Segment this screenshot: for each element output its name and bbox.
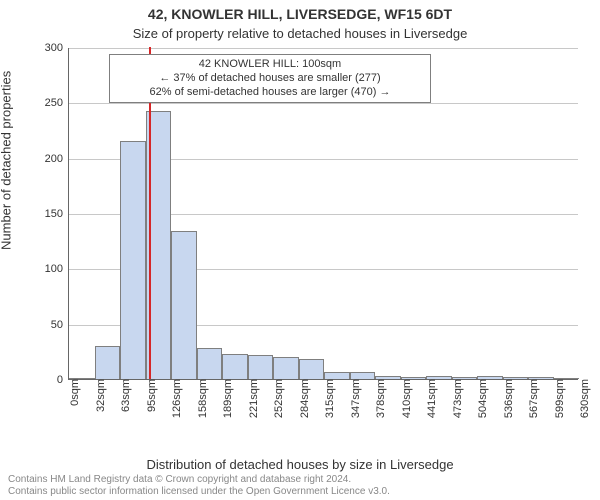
x-tick-label: 189sqm — [220, 379, 234, 418]
x-tick-label: 410sqm — [399, 379, 413, 418]
histogram-bar — [171, 231, 197, 379]
y-tick-label: 50 — [51, 319, 69, 331]
footer-line-1: Contains HM Land Registry data © Crown c… — [8, 474, 592, 486]
annotation-line: 42 KNOWLER HILL: 100sqm — [116, 58, 424, 72]
annotation-line: ← 37% of detached houses are smaller (27… — [116, 72, 424, 86]
footer-line-2: Contains public sector information licen… — [8, 486, 592, 498]
y-tick-label: 100 — [45, 263, 69, 275]
histogram-bar — [248, 355, 274, 379]
x-tick-label: 95sqm — [144, 379, 158, 412]
x-tick-label: 315sqm — [322, 379, 336, 418]
histogram-bar — [324, 372, 350, 379]
x-tick-label: 284sqm — [297, 379, 311, 418]
histogram-bar — [120, 141, 146, 379]
x-tick-label: 567sqm — [526, 379, 540, 418]
x-tick-label: 32sqm — [93, 379, 107, 412]
x-axis-label: Distribution of detached houses by size … — [0, 457, 600, 472]
x-tick-label: 126sqm — [169, 379, 183, 418]
y-tick-label: 150 — [45, 208, 69, 220]
x-tick-label: 599sqm — [552, 379, 566, 418]
property-size-chart: 42, KNOWLER HILL, LIVERSEDGE, WF15 6DT S… — [0, 0, 600, 500]
x-tick-label: 630sqm — [577, 379, 591, 418]
histogram-bar — [222, 354, 248, 379]
y-axis-label: Number of detached properties — [0, 71, 14, 250]
histogram-bar — [95, 346, 121, 379]
histogram-bar — [197, 348, 223, 379]
x-tick-label: 0sqm — [67, 379, 81, 406]
histogram-bar — [299, 359, 325, 379]
x-tick-label: 63sqm — [118, 379, 132, 412]
x-tick-label: 158sqm — [195, 379, 209, 418]
chart-title: 42, KNOWLER HILL, LIVERSEDGE, WF15 6DT — [0, 6, 600, 22]
annotation-line: 62% of semi-detached houses are larger (… — [116, 86, 424, 100]
plot-area: 0501001502002503000sqm32sqm63sqm95sqm126… — [68, 48, 578, 380]
x-tick-label: 441sqm — [424, 379, 438, 418]
y-tick-label: 200 — [45, 153, 69, 165]
y-tick-label: 300 — [45, 42, 69, 54]
histogram-bar — [350, 372, 376, 379]
gridline — [69, 48, 578, 49]
x-tick-label: 347sqm — [348, 379, 362, 418]
x-tick-label: 536sqm — [501, 379, 515, 418]
x-tick-label: 221sqm — [246, 379, 260, 418]
y-tick-label: 250 — [45, 97, 69, 109]
chart-footer: Contains HM Land Registry data © Crown c… — [8, 474, 592, 498]
chart-subtitle: Size of property relative to detached ho… — [0, 26, 600, 41]
histogram-bar — [273, 357, 299, 379]
x-tick-label: 473sqm — [450, 379, 464, 418]
x-tick-label: 504sqm — [475, 379, 489, 418]
annotation-box: 42 KNOWLER HILL: 100sqm← 37% of detached… — [109, 54, 431, 103]
gridline — [69, 103, 578, 104]
x-tick-label: 252sqm — [271, 379, 285, 418]
x-tick-label: 378sqm — [373, 379, 387, 418]
